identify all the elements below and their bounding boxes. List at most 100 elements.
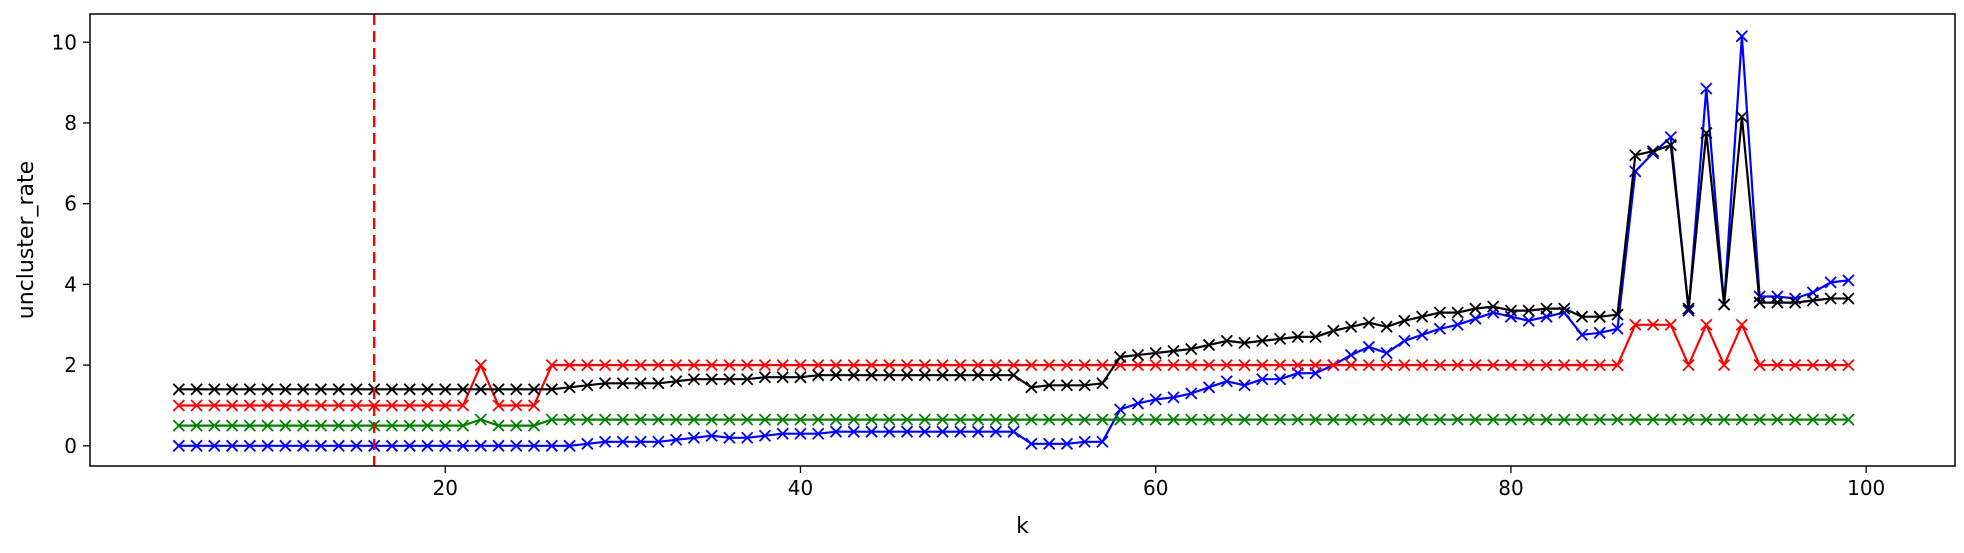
data-point [687, 431, 701, 444]
data-point [1309, 413, 1322, 426]
data-point [954, 369, 967, 382]
data-point [439, 419, 452, 432]
data-point [616, 413, 629, 426]
data-point [1344, 320, 1358, 333]
x-tick-label: 20 [433, 476, 458, 500]
data-point [616, 377, 629, 390]
data-point [1380, 346, 1393, 360]
y-tick-label: 8 [64, 111, 77, 135]
data-point [1238, 379, 1251, 392]
data-point [1575, 358, 1589, 372]
data-point [385, 439, 399, 452]
data-point [758, 429, 772, 442]
data-point [439, 383, 452, 396]
data-point [1700, 82, 1713, 95]
data-point [190, 419, 203, 432]
data-point [1469, 302, 1482, 315]
data-point [1629, 149, 1642, 162]
data-point [1682, 304, 1695, 317]
data-point [670, 433, 683, 446]
data-point [598, 413, 612, 426]
data-point [865, 358, 878, 372]
data-point [1167, 358, 1180, 372]
data-point [172, 439, 185, 452]
data-point [1504, 310, 1518, 323]
data-point [1700, 318, 1713, 331]
data-point [705, 413, 718, 426]
data-point [1238, 336, 1251, 350]
data-point [687, 358, 701, 372]
data-point [1842, 292, 1855, 305]
data-point [1504, 413, 1518, 426]
data-point [492, 383, 505, 396]
data-point [1273, 373, 1287, 386]
data-point [1078, 358, 1091, 372]
data-point [1771, 413, 1784, 426]
data-point [1842, 358, 1855, 372]
data-point [1771, 358, 1784, 372]
data-point [741, 373, 754, 386]
data-point [563, 358, 576, 372]
data-point [1167, 391, 1180, 404]
data-point [741, 413, 754, 426]
data-point [1078, 435, 1091, 448]
data-point [314, 399, 328, 412]
data-point [1149, 413, 1162, 426]
data-point [1291, 358, 1304, 372]
data-point [634, 358, 647, 372]
data-point [776, 358, 789, 372]
data-point [1362, 316, 1375, 329]
data-point [652, 435, 665, 448]
data-point [670, 358, 683, 372]
data-point [385, 383, 399, 396]
data-point [1309, 330, 1322, 343]
data-point [652, 413, 665, 426]
data-point [1433, 358, 1447, 372]
data-point [723, 413, 736, 426]
data-point [1060, 437, 1074, 450]
data-point [297, 419, 310, 432]
data-point [1558, 302, 1571, 315]
data-point [670, 413, 683, 426]
data-point [1167, 344, 1180, 358]
data-point [1487, 358, 1500, 372]
data-point [190, 383, 203, 396]
data-point [581, 358, 594, 372]
data-point [492, 439, 505, 452]
data-point [527, 383, 541, 396]
data-point [314, 439, 328, 452]
data-point [847, 425, 860, 438]
y-tick-label: 2 [64, 353, 77, 377]
data-point [1664, 413, 1677, 426]
data-point [1824, 413, 1837, 426]
data-point [1309, 358, 1322, 372]
y-tick-label: 10 [52, 30, 77, 54]
data-point [971, 425, 985, 438]
data-point [208, 439, 221, 452]
data-point [1540, 302, 1553, 315]
data-point [1078, 379, 1091, 392]
data-point [208, 399, 221, 412]
data-point [1131, 358, 1145, 372]
data-point [1096, 358, 1109, 372]
data-point [1114, 413, 1127, 426]
data-point [705, 358, 718, 372]
data-point [1646, 413, 1660, 426]
data-point [1416, 310, 1429, 323]
data-point [794, 413, 807, 426]
data-point [261, 383, 274, 396]
data-point [225, 419, 239, 432]
data-point [1735, 110, 1748, 124]
data-point [634, 435, 647, 448]
data-point [829, 413, 843, 426]
data-point [616, 358, 629, 372]
data-point [474, 413, 487, 426]
data-point [1504, 358, 1518, 372]
data-point [545, 358, 558, 372]
data-point [1717, 358, 1731, 372]
data-point [1060, 413, 1074, 426]
data-point [1558, 413, 1571, 426]
data-point [1149, 346, 1162, 360]
data-point [297, 383, 310, 396]
data-point [900, 425, 914, 438]
